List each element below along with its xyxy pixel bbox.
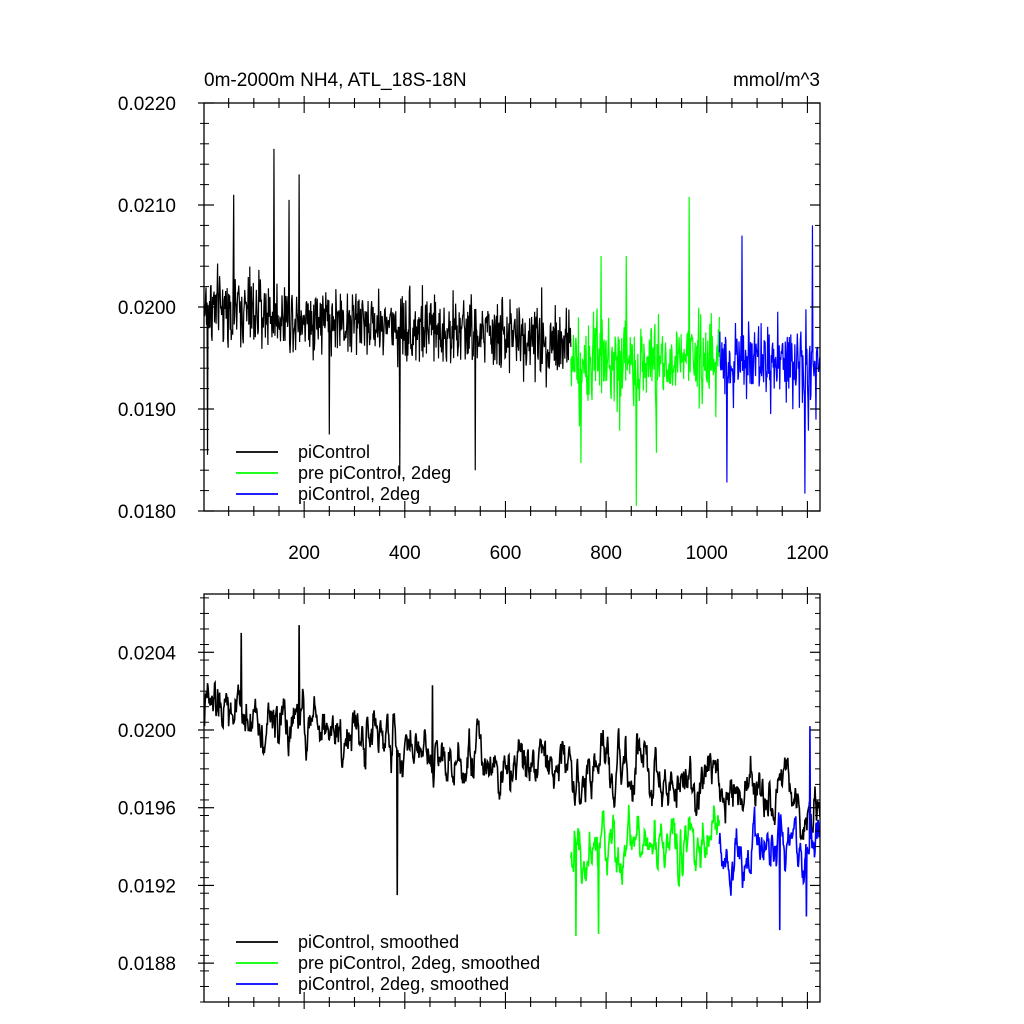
legend-label: piControl, 2deg: [298, 484, 420, 504]
top-title-left: 0m-2000m NH4, ATL_18S-18N: [204, 70, 467, 91]
top-y-axis: 0.0180 0.0190 0.0200 0.0210 0.0220: [118, 94, 820, 523]
bottom-panel: 0.0188 0.0192 0.0196 0.0200 0.0204 piControl…: [118, 587, 821, 1009]
x-tick-label: 1200: [786, 543, 828, 564]
top-series-2: [718, 225, 820, 494]
y-tick-label: 0.0188: [118, 954, 176, 975]
x-tick-label: 200: [288, 543, 320, 564]
legend-label: pre piControl, 2deg: [298, 463, 451, 483]
top-panel: 0m-2000m NH4, ATL_18S-18N mmol/m^3 0.018…: [118, 70, 829, 564]
x-tick-label: 1000: [686, 543, 728, 564]
bottom-series-1: [570, 804, 721, 936]
x-tick-label: 400: [389, 543, 421, 564]
y-tick-label: 0.0196: [118, 799, 176, 820]
legend-label: piControl: [298, 442, 370, 462]
y-tick-label: 0.0192: [118, 876, 176, 897]
y-tick-label: 0.0200: [118, 721, 176, 742]
bottom-plot-area: [204, 625, 820, 936]
top-x-axis: 200 400 600 800 1000 1200: [228, 96, 829, 564]
x-tick-label: 600: [490, 543, 522, 564]
y-tick-label: 0.0190: [118, 400, 176, 421]
y-tick-label: 0.0200: [118, 298, 176, 319]
y-tick-label: 0.0210: [118, 196, 176, 217]
legend-label: pre piControl, 2deg, smoothed: [298, 953, 540, 973]
bottom-y-axis: 0.0188 0.0192 0.0196 0.0200 0.0204: [118, 597, 820, 1003]
bottom-x-axis: [228, 587, 808, 1009]
top-series-1: [570, 196, 720, 506]
bottom-series-2: [718, 726, 820, 931]
bottom-series-0: [204, 625, 820, 896]
x-tick-label: 800: [590, 543, 622, 564]
bottom-plot-frame: [203, 593, 821, 1003]
legend-label: piControl, smoothed: [298, 932, 459, 952]
y-tick-label: 0.0180: [118, 502, 176, 523]
legend-label: piControl, 2deg, smoothed: [298, 974, 509, 994]
top-plot-area: [204, 148, 820, 506]
top-series-0: [204, 148, 572, 476]
y-tick-label: 0.0204: [118, 643, 177, 664]
top-title-right: mmol/m^3: [733, 70, 820, 91]
y-tick-label: 0.0220: [118, 94, 176, 115]
